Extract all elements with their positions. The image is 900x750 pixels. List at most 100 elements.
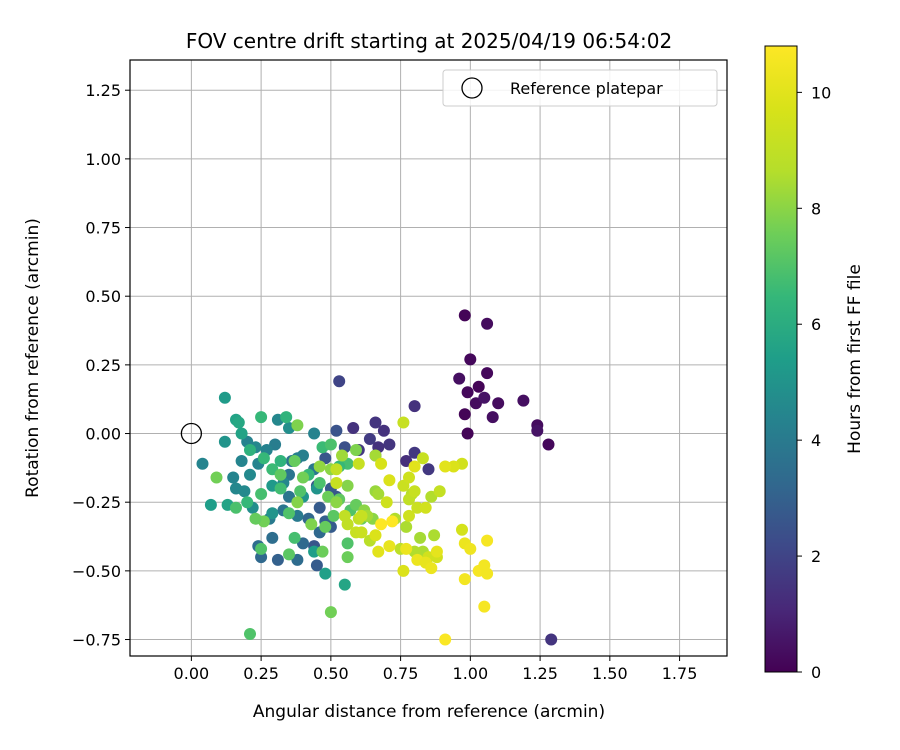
scatter-point: [324, 438, 337, 451]
scatter-point: [355, 526, 368, 539]
legend-reference-marker: [461, 77, 483, 99]
scatter-point: [383, 540, 396, 553]
scatter-point: [386, 515, 399, 528]
scatter-point: [545, 633, 558, 646]
scatter-point: [330, 463, 343, 476]
scatter-point: [238, 485, 251, 498]
scatter-point: [244, 444, 256, 456]
x-tick-label: 1.00: [453, 664, 489, 683]
scatter-point: [288, 455, 301, 467]
scatter-point: [235, 427, 248, 440]
scatter-point: [204, 498, 217, 511]
scatter-point: [408, 400, 421, 413]
scatter-point: [313, 460, 326, 473]
scatter-point: [375, 457, 388, 470]
colorbar-ticks: 0 2 4 6 8 10: [797, 83, 831, 682]
scatter-point: [210, 471, 223, 484]
scatter-point: [274, 482, 287, 495]
scatter-point: [255, 542, 268, 555]
y-tick-label: 1.25: [85, 81, 121, 100]
scatter-point: [280, 411, 293, 424]
scatter-point: [218, 391, 231, 404]
scatter-point: [416, 452, 429, 465]
scatter-point: [244, 628, 256, 640]
y-tick-label: 1.00: [85, 150, 121, 169]
scatter-point: [255, 551, 268, 564]
scatter-point: [288, 531, 301, 544]
x-tick-label: 1.75: [662, 664, 698, 683]
scatter-point: [218, 435, 231, 448]
x-tick-label: 0.00: [174, 664, 210, 683]
axis-ticks: 0.00 0.25 0.50 0.75 1.00 1.25 1.50 1.75 −0.75 −0.…: [72, 81, 697, 683]
scatter-point: [341, 551, 354, 564]
scatter-point: [461, 427, 474, 440]
scatter-point: [397, 416, 410, 429]
colorbar-tick-label: 2: [811, 547, 821, 566]
scatter-point: [464, 353, 477, 366]
scatter-point: [324, 606, 337, 619]
scatter-point: [241, 496, 254, 509]
scatter-point: [196, 457, 209, 470]
scatter-point: [461, 386, 474, 399]
scatter-point: [227, 471, 240, 484]
scatter-point: [244, 468, 256, 481]
scatter-point: [319, 520, 332, 533]
scatter-point: [517, 394, 530, 407]
scatter-point: [542, 438, 555, 451]
colorbar-tick-label: 0: [811, 663, 821, 682]
scatter-point: [338, 578, 351, 591]
scatter-point: [249, 512, 262, 525]
scatter-point: [352, 457, 365, 470]
scatter-point: [400, 542, 413, 555]
scatter-point: [369, 416, 382, 429]
scatter-point: [310, 559, 323, 572]
scatter-point: [274, 455, 287, 467]
scatter-point: [255, 488, 268, 500]
y-axis-title: Rotation from reference (arcmin): [23, 218, 43, 498]
scatter-point: [375, 518, 388, 531]
scatter-point: [372, 488, 385, 500]
scatter-point: [464, 542, 477, 555]
plot-frame: [129, 59, 728, 657]
colorbar: [764, 45, 798, 673]
scatter-point: [341, 479, 354, 492]
scatter-point: [447, 460, 460, 473]
scatter-point: [428, 529, 441, 542]
scatter-point: [316, 545, 329, 558]
scatter-point: [456, 523, 468, 536]
scatter-point: [257, 452, 270, 465]
scatter-point: [531, 424, 544, 437]
y-tick-label: −0.25: [72, 493, 121, 512]
y-tick-label: 0.50: [85, 287, 121, 306]
scatter-point: [492, 397, 505, 410]
scatter-point: [411, 501, 424, 514]
scatter-point: [336, 449, 348, 462]
scatter-points: [180, 309, 558, 646]
scatter-point: [350, 444, 362, 456]
legend: Reference platepar: [442, 69, 718, 107]
scatter-point: [430, 545, 443, 558]
scatter-point: [472, 380, 485, 393]
scatter-point: [291, 419, 304, 432]
scatter-point: [333, 375, 346, 388]
y-tick-label: 0.75: [85, 219, 121, 238]
scatter-point: [481, 567, 494, 580]
legend-entry-reference: Reference platepar: [510, 79, 663, 98]
colorbar-tick-label: 10: [811, 83, 831, 102]
scatter-point: [330, 496, 343, 509]
scatter-point: [403, 471, 415, 484]
scatter-point: [458, 309, 471, 322]
scatter-point: [481, 317, 494, 330]
scatter-point: [363, 433, 376, 445]
scatter-point: [400, 520, 413, 533]
y-tick-label: 0.00: [85, 425, 121, 444]
scatter-point: [313, 477, 326, 489]
scatter-point: [372, 545, 385, 558]
scatter-point: [414, 531, 427, 544]
colorbar-tick-label: 6: [811, 315, 821, 334]
scatter-point: [271, 553, 284, 566]
scatter-point: [383, 474, 396, 487]
scatter-point: [313, 501, 326, 514]
